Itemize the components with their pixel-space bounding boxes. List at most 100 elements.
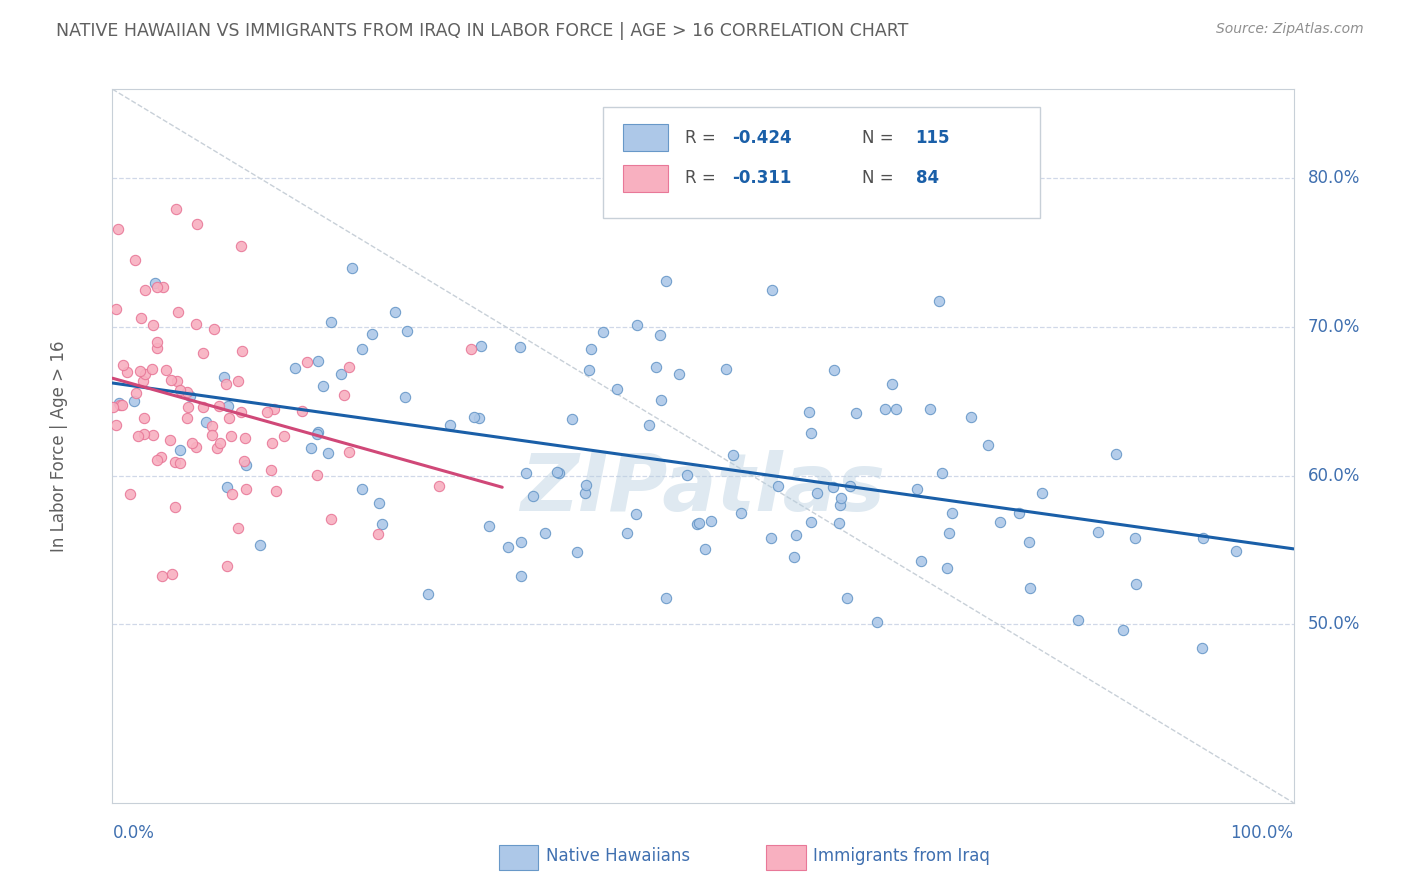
Point [321, 315, 343, 329]
Text: 115: 115 [915, 128, 950, 146]
Point [910, 554, 932, 568]
Point [229, 239, 252, 253]
Point [838, 479, 860, 493]
Point [169, 384, 191, 398]
Point [134, 427, 156, 442]
Point [142, 318, 165, 333]
Point [312, 378, 335, 392]
Point [226, 374, 249, 388]
Point [115, 365, 138, 379]
Point [150, 569, 173, 583]
Point [307, 467, 329, 482]
Point [152, 280, 174, 294]
Point [936, 561, 959, 575]
Point [150, 450, 173, 464]
Point [273, 429, 295, 443]
Point [1125, 577, 1147, 591]
Point [132, 374, 155, 388]
Text: 80.0%: 80.0% [1308, 169, 1360, 187]
Point [107, 222, 129, 236]
Point [1067, 613, 1090, 627]
Point [928, 294, 950, 309]
Point [299, 442, 322, 456]
Point [938, 526, 960, 541]
Point [186, 217, 208, 231]
Point [202, 322, 225, 336]
Point [875, 402, 897, 417]
Point [396, 325, 419, 339]
Point [186, 317, 208, 331]
Point [256, 405, 278, 419]
Point [384, 305, 406, 319]
Text: 60.0%: 60.0% [1308, 467, 1360, 484]
Point [215, 376, 238, 391]
Text: 100.0%: 100.0% [1230, 824, 1294, 842]
Point [263, 402, 285, 417]
Point [129, 310, 152, 325]
Point [546, 465, 568, 479]
Point [368, 496, 391, 510]
Point [212, 370, 235, 384]
Point [259, 463, 281, 477]
Point [208, 436, 231, 450]
Point [574, 485, 596, 500]
Point [329, 368, 352, 382]
Point [166, 374, 188, 388]
Point [201, 419, 224, 434]
Point [235, 458, 257, 473]
Point [249, 539, 271, 553]
Point [160, 373, 183, 387]
Point [160, 567, 183, 582]
Point [146, 341, 169, 355]
Point [110, 398, 132, 412]
Point [579, 343, 602, 357]
Point [307, 353, 329, 368]
Point [1112, 624, 1135, 638]
Point [648, 327, 671, 342]
Point [169, 443, 191, 458]
Point [515, 466, 537, 480]
Point [783, 550, 806, 565]
Point [193, 400, 215, 414]
Point [723, 448, 745, 462]
Point [124, 393, 146, 408]
Point [882, 377, 904, 392]
Point [828, 516, 851, 530]
Point [179, 389, 201, 403]
Point [307, 425, 329, 439]
Point [941, 506, 963, 520]
Point [367, 527, 389, 541]
Point [165, 455, 187, 469]
Text: N =: N = [862, 128, 900, 146]
Point [837, 591, 859, 605]
Point [676, 468, 699, 483]
Point [134, 283, 156, 297]
Point [439, 417, 461, 432]
Point [110, 398, 132, 412]
Point [509, 340, 531, 354]
Point [205, 442, 228, 456]
Point [626, 318, 648, 332]
Point [316, 446, 339, 460]
Point [866, 615, 889, 630]
Point [169, 456, 191, 470]
Point [468, 411, 491, 425]
Point [561, 411, 583, 425]
Point [716, 361, 738, 376]
FancyBboxPatch shape [623, 124, 668, 152]
Text: Native Hawaiians: Native Hawaiians [546, 847, 690, 865]
Point [1019, 581, 1042, 595]
Point [1008, 507, 1031, 521]
Point [264, 484, 287, 499]
Point [785, 528, 807, 542]
Point [845, 406, 868, 420]
Point [101, 401, 124, 415]
Point [350, 483, 373, 497]
Point [905, 482, 928, 496]
Point [217, 399, 239, 413]
Point [616, 526, 638, 541]
Point [510, 568, 533, 582]
Point [125, 386, 148, 401]
Point [977, 438, 1000, 452]
Point [217, 559, 239, 574]
